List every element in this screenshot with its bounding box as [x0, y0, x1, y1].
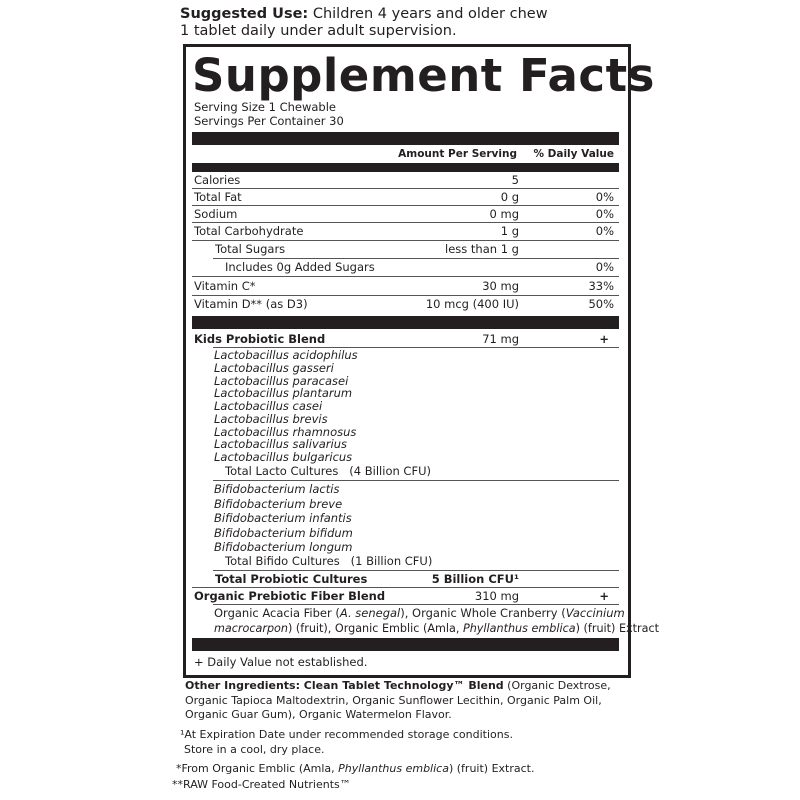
strain-item: Lactobacillus casei: [214, 399, 323, 413]
strain-item: Bifidobacterium breve: [214, 496, 343, 511]
strain-item: Bifidobacterium lactis: [214, 482, 340, 496]
strain-item: Bifidobacterium infantis: [214, 511, 352, 525]
total-probiotic-row: Total Probiotic Cultures 5 Billion CFU¹: [215, 572, 519, 586]
probiotic-blend-row: Kids Probiotic Blend 71 mg +: [194, 332, 609, 346]
strain-item: Lactobacillus bulgaricus: [214, 450, 353, 464]
other-ingredients-line2: Organic Tapioca Maltodextrin, Organic Su…: [185, 693, 602, 707]
divider-bar: [192, 316, 619, 329]
strain-item: Lactobacillus plantarum: [214, 386, 353, 400]
suggested-use-line2: 1 tablet daily under adult supervision.: [180, 23, 457, 39]
divider-line: [192, 587, 619, 588]
divider-line: [213, 480, 619, 481]
strain-item: Lactobacillus acidophilus: [214, 348, 358, 362]
footnote-storage: Store in a cool, dry place.: [184, 742, 325, 756]
footnote-vitamin-c: *From Organic Emblic (Amla, Phyllanthus …: [176, 762, 535, 775]
daily-value-note: + Daily Value not established.: [194, 655, 368, 669]
lacto-total: Total Lacto Cultures (4 Billion CFU): [225, 464, 431, 478]
prebiotic-blend-row: Organic Prebiotic Fiber Blend 310 mg +: [194, 589, 609, 603]
serving-size: Serving Size 1 Chewable: [194, 100, 336, 114]
other-ingredients: Other Ingredients: Clean Tablet Technolo…: [185, 679, 611, 692]
nutrient-row: Total Carbohydrate 1 g 0%: [192, 223, 619, 241]
other-ingredients-line3: Organic Guar Gum), Organic Watermelon Fl…: [185, 708, 452, 721]
supplement-facts-panel: [183, 44, 631, 678]
strain-item: Bifidobacterium longum: [214, 540, 353, 554]
prebiotic-ingredients-line1: Organic Acacia Fiber (A. senegal), Organ…: [214, 606, 625, 620]
divider-line: [213, 570, 619, 571]
bifido-total: Total Bifido Cultures (1 Billion CFU): [225, 554, 433, 568]
strain-item: Lactobacillus brevis: [214, 412, 328, 426]
servings-per-container: Servings Per Container 30: [194, 114, 344, 128]
strain-item: Bifidobacterium bifidum: [214, 525, 353, 540]
column-header: Amount Per Serving % Daily Value: [398, 148, 614, 160]
nutrient-row: Sodium 0 mg 0%: [192, 206, 619, 223]
footnote-raw: **RAW Food-Created Nutrients™: [172, 778, 351, 791]
nutrient-row: Includes 0g Added Sugars 0%: [192, 259, 619, 277]
suggested-use: Suggested Use: Children 4 years and olde…: [180, 6, 548, 22]
nutrient-row: Calories 5: [192, 172, 619, 189]
strain-item: Lactobacillus salivarius: [214, 437, 347, 451]
divider-bar: [192, 638, 619, 651]
nutrient-row: Vitamin D** (as D3) 10 mcg (400 IU) 50%: [194, 297, 614, 311]
nutrient-row: Vitamin C* 30 mg 33%: [192, 278, 619, 296]
strain-item: Lactobacillus gasseri: [214, 361, 334, 375]
strain-item: Lactobacillus paracasei: [214, 373, 349, 388]
footnote-expiration: ¹At Expiration Date under recommended st…: [180, 728, 513, 741]
strain-item: Lactobacillus rhamnosus: [214, 424, 357, 439]
divider-bar: [192, 163, 619, 172]
panel-title: Supplement Facts: [192, 49, 655, 102]
nutrient-row: Total Sugars less than 1 g: [213, 241, 619, 259]
divider-line: [213, 604, 619, 605]
prebiotic-ingredients-line2: macrocarpon) (fruit), Organic Emblic (Am…: [214, 622, 660, 635]
divider-bar: [192, 132, 619, 145]
nutrient-row: Total Fat 0 g 0%: [192, 189, 619, 206]
divider-line: [213, 347, 619, 348]
